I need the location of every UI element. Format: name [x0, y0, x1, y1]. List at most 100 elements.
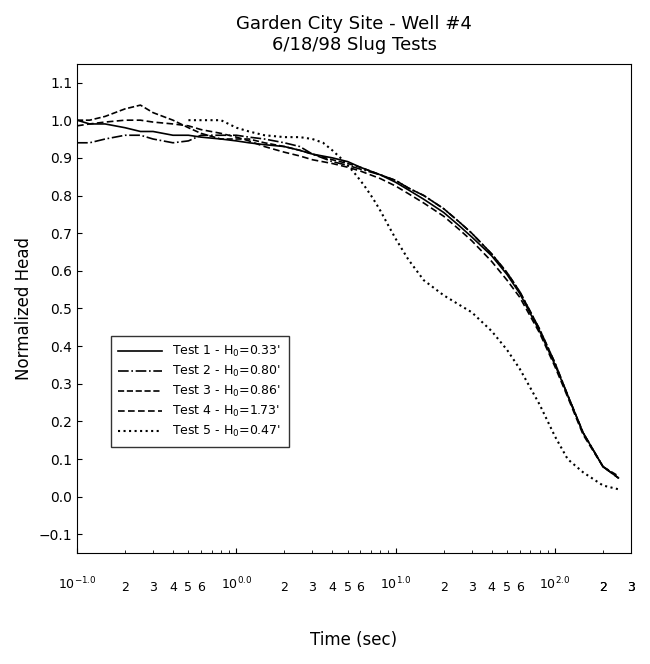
Test 2 - H$_0$=0.80': [149, 135, 157, 143]
Line: Test 5 - H$_0$=0.47': Test 5 - H$_0$=0.47': [188, 120, 618, 489]
Test 1 - H$_0$=0.33': [136, 127, 144, 135]
Test 1 - H$_0$=0.33': [599, 463, 607, 471]
Test 4 - H$_0$=1.73': [503, 276, 511, 284]
Test 5 - H$_0$=0.47': [296, 133, 304, 141]
Test 5 - H$_0$=0.47': [420, 276, 428, 284]
Test 5 - H$_0$=0.47': [197, 116, 205, 124]
Test 2 - H$_0$=0.80': [101, 135, 109, 143]
Test 2 - H$_0$=0.80': [614, 474, 622, 482]
Test 5 - H$_0$=0.47': [233, 124, 240, 131]
Y-axis label: Normalized Head: Normalized Head: [15, 237, 33, 380]
Test 4 - H$_0$=1.73': [551, 363, 559, 371]
Test 1 - H$_0$=0.33': [376, 171, 384, 179]
Test 3 - H$_0$=0.86': [217, 135, 225, 143]
Test 5 - H$_0$=0.47': [503, 346, 511, 354]
Test 3 - H$_0$=0.86': [280, 143, 288, 151]
Test 2 - H$_0$=0.80': [73, 139, 81, 147]
Text: 4: 4: [488, 581, 495, 594]
Test 2 - H$_0$=0.80': [536, 325, 543, 333]
Test 5 - H$_0$=0.47': [344, 161, 352, 169]
Test 3 - H$_0$=0.86': [356, 163, 364, 171]
Test 4 - H$_0$=1.73': [599, 463, 607, 471]
Test 4 - H$_0$=1.73': [136, 116, 144, 124]
Test 2 - H$_0$=0.80': [121, 131, 129, 139]
Test 3 - H$_0$=0.86': [309, 150, 317, 158]
Text: 3: 3: [309, 581, 317, 594]
Text: 5: 5: [503, 581, 511, 594]
Test 3 - H$_0$=0.86': [551, 359, 559, 367]
Line: Test 1 - H$_0$=0.33': Test 1 - H$_0$=0.33': [77, 120, 618, 478]
Test 4 - H$_0$=1.73': [564, 393, 571, 401]
Test 2 - H$_0$=0.80': [516, 288, 524, 295]
Test 5 - H$_0$=0.47': [516, 365, 524, 373]
Test 5 - H$_0$=0.47': [337, 154, 344, 162]
Test 4 - H$_0$=1.73': [404, 190, 412, 198]
Test 3 - H$_0$=0.86': [579, 429, 587, 437]
Test 4 - H$_0$=1.73': [245, 137, 253, 145]
Test 1 - H$_0$=0.33': [101, 120, 109, 128]
Test 2 - H$_0$=0.80': [468, 229, 476, 237]
Test 3 - H$_0$=0.86': [233, 135, 240, 143]
Test 4 - H$_0$=1.73': [488, 258, 495, 266]
Test 3 - H$_0$=0.86': [440, 205, 448, 212]
Test 2 - H$_0$=0.80': [579, 429, 587, 437]
Test 4 - H$_0$=1.73': [121, 116, 129, 124]
Test 4 - H$_0$=1.73': [344, 163, 352, 171]
Test 3 - H$_0$=0.86': [261, 139, 268, 147]
Test 3 - H$_0$=0.86': [149, 109, 157, 117]
Test 5 - H$_0$=0.47': [328, 146, 336, 154]
Test 3 - H$_0$=0.86': [516, 288, 524, 295]
Test 5 - H$_0$=0.47': [551, 432, 559, 440]
Text: 6: 6: [356, 581, 364, 594]
Text: 4: 4: [169, 581, 177, 594]
Test 3 - H$_0$=0.86': [136, 101, 144, 109]
Test 1 - H$_0$=0.33': [488, 252, 495, 260]
Test 2 - H$_0$=0.80': [197, 131, 205, 139]
Test 3 - H$_0$=0.86': [404, 184, 412, 192]
Text: 3: 3: [149, 581, 157, 594]
Line: Test 3 - H$_0$=0.86': Test 3 - H$_0$=0.86': [77, 105, 618, 476]
Test 4 - H$_0$=1.73': [440, 212, 448, 220]
Test 2 - H$_0$=0.80': [136, 131, 144, 139]
Test 2 - H$_0$=0.80': [356, 165, 364, 173]
Test 3 - H$_0$=0.86': [245, 135, 253, 143]
Test 2 - H$_0$=0.80': [404, 184, 412, 192]
Test 1 - H$_0$=0.33': [245, 139, 253, 147]
Text: 6: 6: [197, 581, 205, 594]
Test 3 - H$_0$=0.86': [614, 472, 622, 480]
Text: 2: 2: [440, 581, 448, 594]
Test 2 - H$_0$=0.80': [503, 269, 511, 277]
Test 4 - H$_0$=1.73': [197, 125, 205, 133]
Test 2 - H$_0$=0.80': [420, 191, 428, 199]
Test 5 - H$_0$=0.47': [564, 455, 571, 463]
Test 5 - H$_0$=0.47': [488, 327, 495, 335]
Test 1 - H$_0$=0.33': [356, 163, 364, 171]
Test 3 - H$_0$=0.86': [296, 146, 304, 154]
Text: 3: 3: [468, 581, 476, 594]
Text: 3: 3: [627, 581, 635, 594]
Test 4 - H$_0$=1.73': [468, 236, 476, 244]
Line: Test 4 - H$_0$=1.73': Test 4 - H$_0$=1.73': [77, 120, 618, 478]
Text: 2: 2: [121, 581, 129, 594]
Test 3 - H$_0$=0.86': [121, 105, 129, 113]
Test 1 - H$_0$=0.33': [73, 116, 81, 124]
Test 3 - H$_0$=0.86': [488, 250, 495, 258]
Test 3 - H$_0$=0.86': [420, 191, 428, 199]
Test 3 - H$_0$=0.86': [86, 116, 94, 124]
Text: 6: 6: [515, 581, 524, 594]
Text: 2: 2: [599, 581, 607, 594]
Test 5 - H$_0$=0.47': [185, 116, 192, 124]
Test 1 - H$_0$=0.33': [261, 141, 268, 149]
Test 1 - H$_0$=0.33': [392, 179, 400, 187]
Test 2 - H$_0$=0.80': [488, 250, 495, 258]
Line: Test 2 - H$_0$=0.80': Test 2 - H$_0$=0.80': [77, 135, 618, 478]
Test 2 - H$_0$=0.80': [440, 205, 448, 212]
Test 5 - H$_0$=0.47': [372, 199, 380, 207]
Test 3 - H$_0$=0.86': [197, 129, 205, 137]
Test 2 - H$_0$=0.80': [296, 143, 304, 151]
Test 1 - H$_0$=0.33': [296, 146, 304, 154]
Test 3 - H$_0$=0.86': [169, 116, 177, 124]
Test 1 - H$_0$=0.33': [420, 195, 428, 203]
Text: 3: 3: [627, 581, 635, 594]
Test 1 - H$_0$=0.33': [614, 474, 622, 482]
